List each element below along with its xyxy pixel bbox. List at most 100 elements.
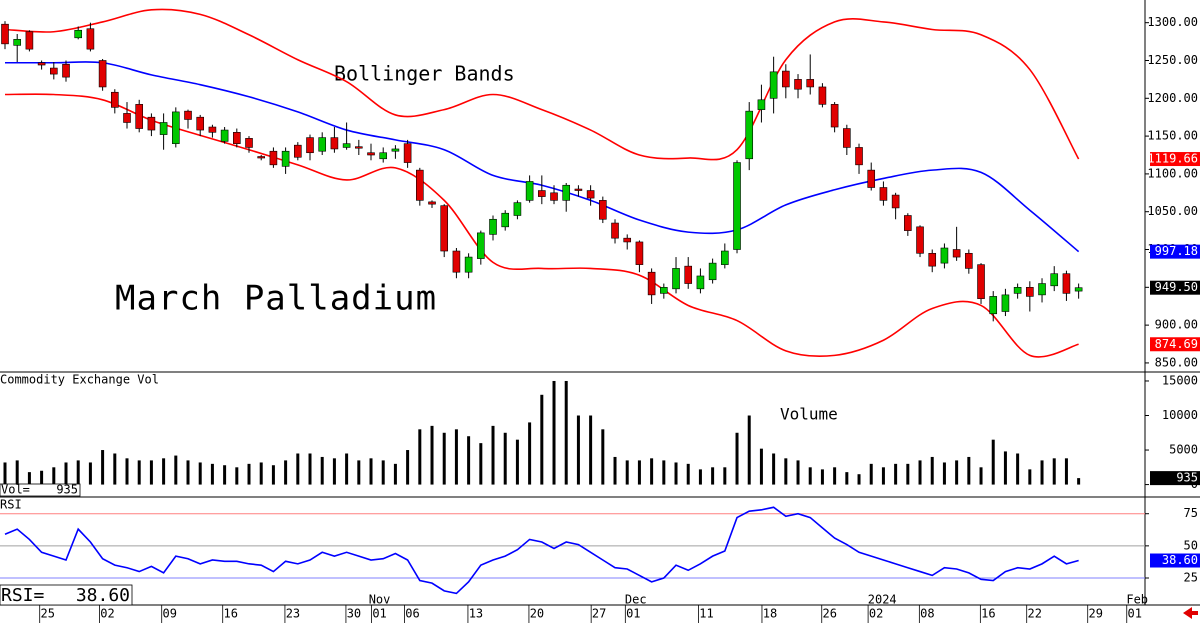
volume-bar xyxy=(625,460,629,485)
volume-bar xyxy=(930,456,934,485)
last-value-label: 935 xyxy=(1176,471,1198,485)
candle-body xyxy=(294,144,302,158)
volume-bar xyxy=(894,463,898,485)
candle-body xyxy=(1038,283,1046,296)
volume-bar xyxy=(3,462,7,485)
candle-body xyxy=(672,268,680,290)
volume-bar xyxy=(503,432,507,485)
y-tick-label: 10000 xyxy=(1162,408,1198,422)
candle-body xyxy=(86,28,95,50)
volume-bar xyxy=(845,472,849,485)
candle-body xyxy=(1,23,9,45)
volume-bar xyxy=(784,458,788,485)
x-tick-label: 16 xyxy=(981,607,995,621)
y-tick-label: 1300.00 xyxy=(1147,15,1198,29)
candle-body xyxy=(111,91,119,108)
scroll-arrow[interactable] xyxy=(1183,607,1198,619)
readout-label: Vol= xyxy=(1,483,30,497)
candle-body xyxy=(416,169,424,201)
last-value-label: 1119.66 xyxy=(1147,152,1198,166)
candle-body xyxy=(379,152,388,160)
volume-bar xyxy=(113,453,117,485)
volume-bar xyxy=(296,453,300,485)
volume-bar xyxy=(125,458,129,485)
volume-bar xyxy=(735,432,739,485)
volume-bar xyxy=(967,456,971,485)
readout-value: 935 xyxy=(56,483,78,497)
candle-body xyxy=(257,156,266,159)
y-tick-label: 1050.00 xyxy=(1147,204,1198,218)
volume-bar xyxy=(955,460,959,485)
readout-box xyxy=(0,584,133,606)
candle-body xyxy=(586,190,595,199)
rsi-line xyxy=(4,506,1079,595)
volume-bar xyxy=(332,458,336,485)
candle-body xyxy=(184,110,192,120)
volume-bar xyxy=(271,465,275,485)
volume-bar xyxy=(808,467,812,485)
annotation: Bollinger Bands xyxy=(334,62,515,86)
candle-body xyxy=(513,202,522,216)
volume-bar xyxy=(747,415,751,485)
candle-body xyxy=(818,86,827,105)
candle-body xyxy=(37,62,46,66)
candle-body xyxy=(391,148,400,152)
last-value-box xyxy=(1150,471,1200,486)
volume-bar xyxy=(186,460,190,485)
candle-body xyxy=(233,132,241,144)
x-tick-label: 26 xyxy=(823,607,837,621)
volume-bar xyxy=(345,453,349,485)
last-value-box xyxy=(1150,337,1200,352)
y-tick-label: 900.00 xyxy=(1155,318,1198,332)
last-value-label: 949.50 xyxy=(1155,280,1198,294)
x-tick-label: 18 xyxy=(763,607,777,621)
volume-bar xyxy=(198,462,202,485)
candle-body xyxy=(159,122,168,135)
x-tick-label: 02 xyxy=(869,607,883,621)
candle-body xyxy=(977,264,985,299)
candle-body xyxy=(635,241,644,265)
volume-bar xyxy=(857,474,861,485)
candle-body xyxy=(794,79,802,90)
volume-bar xyxy=(918,460,922,485)
candle-body xyxy=(769,71,778,99)
y-tick-label: 75 xyxy=(1184,506,1198,520)
month-label: Feb xyxy=(1126,593,1148,607)
candle-body xyxy=(733,162,741,250)
x-tick-label: 02 xyxy=(100,607,114,621)
candle-body xyxy=(696,275,705,290)
candle-body xyxy=(904,215,912,231)
readout-label: RSI= xyxy=(1,585,45,606)
readout-box xyxy=(0,483,81,497)
volume-bar xyxy=(991,439,995,485)
volume-bar xyxy=(479,443,483,485)
candle-body xyxy=(172,111,180,144)
candle-body xyxy=(525,181,534,201)
y-tick-label: 5000 xyxy=(1169,443,1198,457)
annotation: Volume xyxy=(780,405,838,424)
candle-body xyxy=(562,184,571,201)
candle-body xyxy=(1050,273,1059,287)
volume-bar xyxy=(906,463,910,485)
month-label: Nov xyxy=(369,593,391,607)
candle-body xyxy=(952,249,961,258)
candle-body xyxy=(891,194,900,209)
volume-bar xyxy=(564,380,568,485)
candle-body xyxy=(855,147,863,166)
candle-body xyxy=(306,137,314,154)
candle-body xyxy=(330,137,339,150)
candle-body xyxy=(660,287,668,294)
volume-bar xyxy=(357,460,361,485)
volume-bar xyxy=(540,394,544,485)
x-tick-label: 22 xyxy=(1027,607,1041,621)
candle-body xyxy=(135,104,144,129)
candle-body xyxy=(745,110,754,160)
candle-body xyxy=(1026,287,1034,297)
band-line xyxy=(5,93,1079,358)
volume-bar xyxy=(820,469,824,485)
volume-bar xyxy=(613,456,617,485)
volume-bar xyxy=(308,453,312,485)
volume-bar xyxy=(979,467,983,485)
annotation: March Palladium xyxy=(115,279,437,319)
